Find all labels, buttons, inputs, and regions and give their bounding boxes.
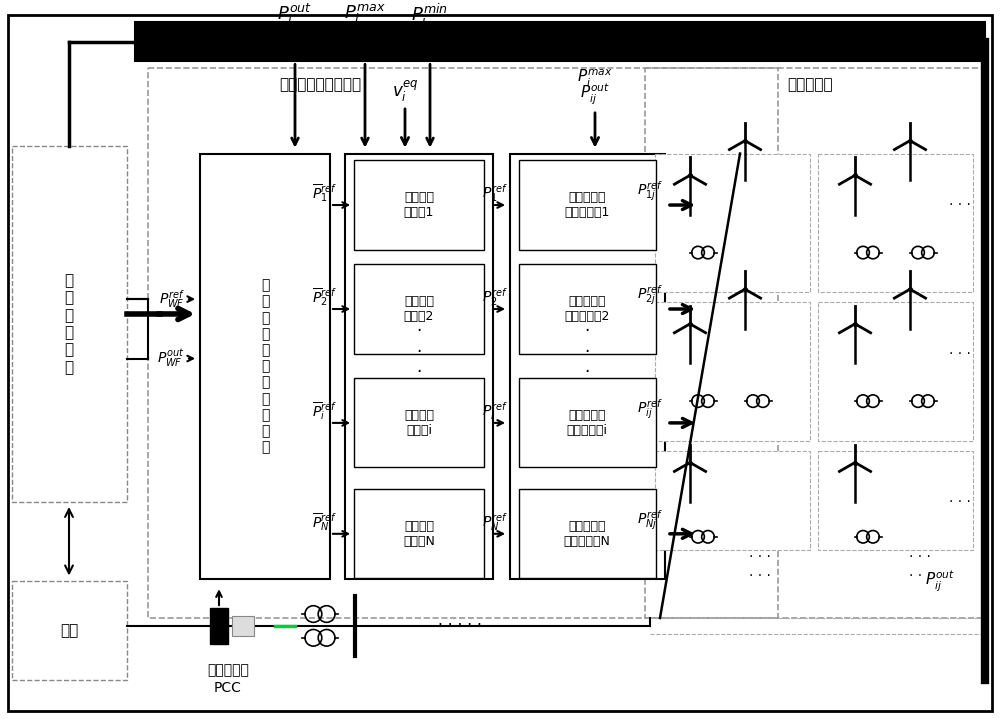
Text: $\overline{P}_N^{ref}$: $\overline{P}_N^{ref}$ xyxy=(312,511,338,533)
Bar xyxy=(655,302,810,441)
Bar xyxy=(200,154,330,580)
Bar xyxy=(645,68,985,618)
Bar xyxy=(210,608,228,644)
Text: $v_i^{eq}$: $v_i^{eq}$ xyxy=(392,78,418,104)
Text: 风电场有功功率控制: 风电场有功功率控制 xyxy=(279,77,361,92)
Text: $P_i^{ref}$: $P_i^{ref}$ xyxy=(482,400,508,422)
Text: $\overline{P}_i^{ref}$: $\overline{P}_i^{ref}$ xyxy=(312,400,338,422)
Bar xyxy=(12,146,127,502)
Text: $P_{Nj}^{ref}$: $P_{Nj}^{ref}$ xyxy=(637,508,663,532)
Text: 模型预测
控制器i: 模型预测 控制器i xyxy=(404,409,434,437)
Text: $P_1^{ref}$: $P_1^{ref}$ xyxy=(482,182,508,204)
Text: $P_i^{max}$: $P_i^{max}$ xyxy=(577,68,613,89)
Text: $P_i^{out}$: $P_i^{out}$ xyxy=(277,2,313,27)
Text: $P_N^{ref}$: $P_N^{ref}$ xyxy=(482,511,508,533)
Bar xyxy=(354,265,484,354)
Text: · · ·: · · · xyxy=(949,347,971,360)
Text: · · ·: · · · xyxy=(749,549,771,564)
Text: $P_i^{min}$: $P_i^{min}$ xyxy=(411,1,449,28)
Text: · · ·: · · · xyxy=(949,198,971,212)
Text: 模型预测
控制器N: 模型预测 控制器N xyxy=(403,520,435,548)
Bar xyxy=(354,378,484,467)
Text: $P_{2j}^{ref}$: $P_{2j}^{ref}$ xyxy=(637,283,663,307)
Text: $P_2^{ref}$: $P_2^{ref}$ xyxy=(482,286,508,308)
Bar xyxy=(519,378,656,467)
Text: · · ·: · · · xyxy=(949,495,971,509)
Text: $\overline{P}_2^{ref}$: $\overline{P}_2^{ref}$ xyxy=(312,286,338,308)
Text: $P_{WF}^{ref}$: $P_{WF}^{ref}$ xyxy=(159,288,185,310)
Bar xyxy=(354,489,484,578)
Text: $P_{ij}^{out}$: $P_{ij}^{out}$ xyxy=(925,569,955,594)
Bar xyxy=(519,489,656,578)
Text: $P_{1j}^{ref}$: $P_{1j}^{ref}$ xyxy=(637,179,663,203)
Text: · · · · ·: · · · · · xyxy=(438,618,482,633)
Text: 模型预测
控制器2: 模型预测 控制器2 xyxy=(404,295,434,323)
Text: 电网: 电网 xyxy=(60,623,78,638)
Text: PCC: PCC xyxy=(214,682,242,695)
Text: $P_{ij}^{out}$: $P_{ij}^{out}$ xyxy=(580,81,610,106)
Text: $P_{WF}^{out}$: $P_{WF}^{out}$ xyxy=(157,348,185,370)
Bar xyxy=(818,451,973,549)
Bar xyxy=(354,160,484,249)
Text: 风
电
场
级
有
功
参
考
值
分
配: 风 电 场 级 有 功 参 考 值 分 配 xyxy=(261,278,269,454)
Text: 机组间参考
修定值分配N: 机组间参考 修定值分配N xyxy=(564,520,610,548)
Text: $P_i^{max}$: $P_i^{max}$ xyxy=(344,4,386,27)
Text: · · ·: · · · xyxy=(909,549,931,564)
Bar xyxy=(655,154,810,292)
Text: ·
·
·: · · · xyxy=(584,322,590,381)
Bar xyxy=(510,154,665,580)
Text: · · ·: · · · xyxy=(749,569,771,583)
Bar xyxy=(345,154,493,580)
Text: ·
·
·: · · · xyxy=(416,322,422,381)
Bar xyxy=(818,302,973,441)
Text: 模型预测
控制器1: 模型预测 控制器1 xyxy=(404,191,434,219)
Text: 公共连接点: 公共连接点 xyxy=(207,664,249,677)
Text: $P_{ij}^{ref}$: $P_{ij}^{ref}$ xyxy=(637,397,663,421)
Text: 机组间参考
修定值分配1: 机组间参考 修定值分配1 xyxy=(564,191,610,219)
Text: 电
网
调
度
中
心: 电 网 调 度 中 心 xyxy=(64,273,74,375)
Bar xyxy=(519,160,656,249)
Bar xyxy=(12,582,127,680)
Bar xyxy=(655,451,810,549)
Bar xyxy=(519,265,656,354)
Bar xyxy=(818,154,973,292)
Text: 机组间参考
修定值分配i: 机组间参考 修定值分配i xyxy=(566,409,608,437)
Text: 风电　机组: 风电 机组 xyxy=(787,77,833,92)
Bar xyxy=(135,22,985,61)
Text: $\overline{P}_1^{ref}$: $\overline{P}_1^{ref}$ xyxy=(312,182,338,204)
Text: 机组间参考
修定值分配2: 机组间参考 修定值分配2 xyxy=(564,295,610,323)
Bar xyxy=(148,68,778,618)
Text: · · ·: · · · xyxy=(909,569,931,583)
Bar xyxy=(232,616,254,636)
